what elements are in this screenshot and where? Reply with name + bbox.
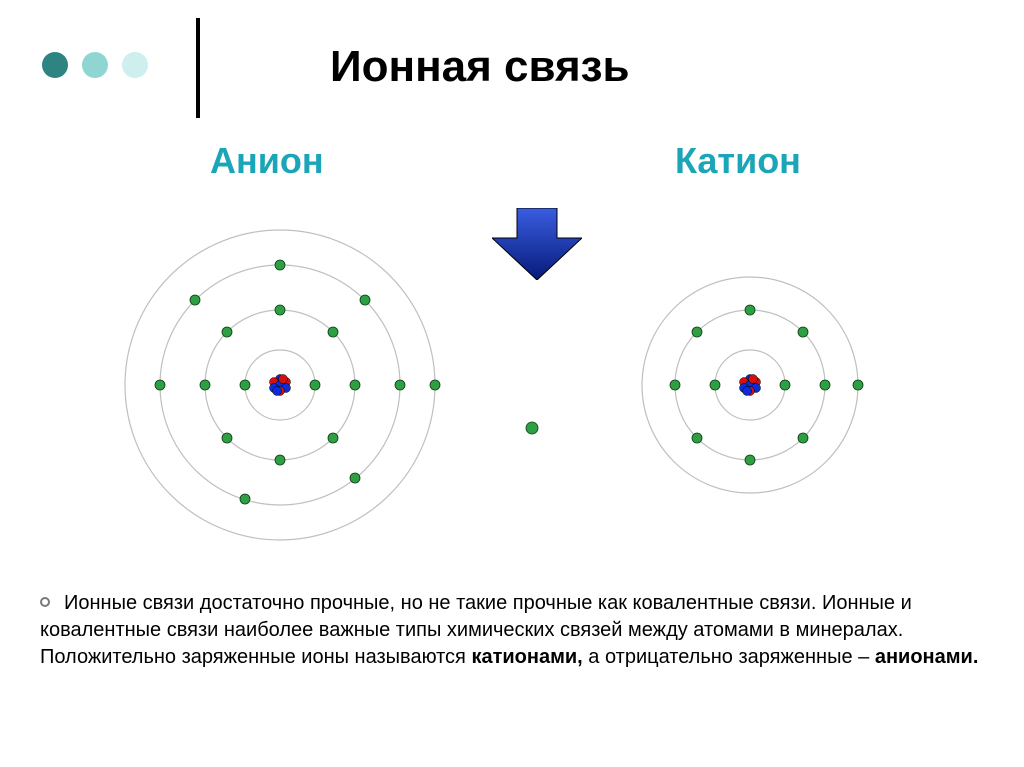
bullet-icon: [40, 597, 50, 607]
dot: [42, 52, 68, 78]
free-electron: [522, 418, 542, 438]
transfer-arrow: [492, 208, 582, 280]
body-paragraph: Ионные связи достаточно прочные, но не т…: [40, 590, 980, 671]
body-text-2: а отрицательно заряженные –: [583, 646, 875, 668]
body-bold-anion: анионами.: [875, 646, 979, 668]
dot: [122, 52, 148, 78]
cation-label: Катион: [675, 140, 801, 182]
ionic-bond-diagram: Анион Катион: [100, 150, 920, 550]
cation-atom: [610, 185, 890, 585]
title-divider: [196, 18, 200, 118]
anion-label: Анион: [210, 140, 324, 182]
body-bold-cation: катионами,: [471, 646, 582, 668]
slide-accent-dots: [42, 52, 148, 78]
dot: [82, 52, 108, 78]
anion-atom: [100, 185, 480, 585]
page-title: Ионная связь: [330, 42, 630, 92]
